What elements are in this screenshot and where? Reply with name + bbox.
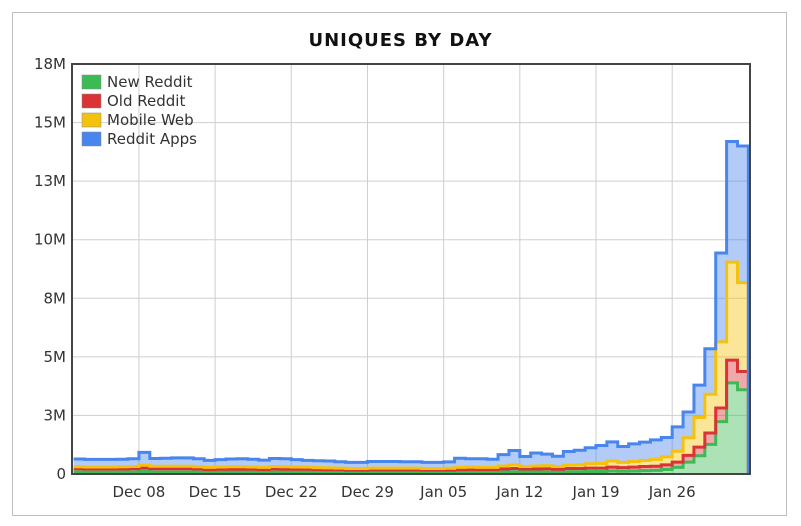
new-reddit-legend-label: New Reddit [107,73,193,91]
y-tick-label: 3M [44,406,67,424]
plot-border [71,63,751,475]
mobile-web-line [73,260,750,474]
old-reddit-line [73,358,750,474]
stacked-areas [73,139,750,475]
reddit-apps-legend-label: Reddit Apps [107,130,197,148]
x-tick-label: Jan 19 [572,483,620,501]
y-tick-label: 8M [44,289,67,307]
y-tick-label: 18M [34,55,66,73]
x-tick-label: Jan 26 [648,483,696,501]
y-tick-label: 5M [44,348,67,366]
x-tick-label: Dec 08 [112,483,165,501]
x-tick-label: Jan 12 [495,483,543,501]
reddit-apps-area [73,141,749,469]
x-tick-label: Dec 15 [189,483,242,501]
x-tick-label: Dec 22 [265,483,318,501]
y-tick-label: 0 [56,465,66,483]
new-reddit-legend-swatch [81,74,102,90]
x-axis-ticks: Dec 08 Dec 15 Dec 22 Dec 29 Jan 05 Jan 12 Jan … [112,483,695,501]
y-tick-label: 13M [34,172,66,190]
old-reddit-legend-label: Old Reddit [107,92,185,110]
y-axis-ticks: 0 3M 5M 8M 10M 13M 15M 18M [34,55,66,483]
y-tick-label: 10M [34,231,66,249]
new-reddit-line [73,381,750,475]
x-tick-label: Jan 05 [419,483,467,501]
chart-title: UNIQUES BY DAY [308,30,493,51]
mobile-web-area [73,262,749,471]
axes [71,63,751,475]
x-tick-label: Dec 29 [341,483,394,501]
mobile-web-legend-swatch [81,112,102,128]
reddit-apps-legend-swatch [81,131,102,147]
y-tick-label: 15M [34,114,66,132]
old-reddit-legend-swatch [81,93,102,109]
chart-frame [12,12,787,516]
mobile-web-legend-label: Mobile Web [107,111,194,129]
reddit-apps-line [73,139,750,474]
